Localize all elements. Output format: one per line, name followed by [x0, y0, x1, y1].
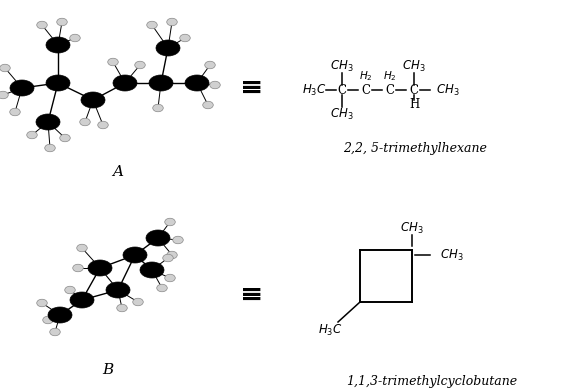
- Ellipse shape: [167, 18, 177, 26]
- Ellipse shape: [98, 121, 108, 129]
- Ellipse shape: [45, 144, 55, 152]
- Ellipse shape: [147, 21, 157, 29]
- Ellipse shape: [185, 75, 209, 91]
- Ellipse shape: [133, 298, 143, 306]
- Ellipse shape: [36, 114, 60, 130]
- Ellipse shape: [167, 251, 177, 259]
- Ellipse shape: [65, 286, 75, 294]
- Ellipse shape: [70, 34, 81, 42]
- Text: $CH_3$: $CH_3$: [402, 58, 426, 74]
- Ellipse shape: [210, 81, 220, 89]
- Text: $H_3C$: $H_3C$: [302, 82, 327, 98]
- Ellipse shape: [88, 260, 112, 276]
- Text: 1,1,3-trimethylcyclobutane: 1,1,3-trimethylcyclobutane: [346, 376, 518, 388]
- Ellipse shape: [172, 236, 183, 244]
- Ellipse shape: [76, 244, 87, 252]
- Ellipse shape: [108, 58, 118, 66]
- Ellipse shape: [37, 21, 47, 29]
- Ellipse shape: [81, 92, 105, 108]
- Text: ≡: ≡: [240, 281, 263, 309]
- Ellipse shape: [113, 75, 137, 91]
- Text: ≡: ≡: [240, 74, 263, 102]
- Text: C: C: [409, 83, 419, 96]
- Ellipse shape: [10, 108, 20, 116]
- Ellipse shape: [50, 328, 60, 336]
- Ellipse shape: [73, 264, 83, 272]
- Text: $CH_3$: $CH_3$: [436, 82, 459, 98]
- Text: C: C: [338, 83, 347, 96]
- Text: 2,2, 5-trimethylhexane: 2,2, 5-trimethylhexane: [343, 142, 487, 154]
- Ellipse shape: [0, 64, 10, 72]
- Ellipse shape: [146, 230, 170, 246]
- Ellipse shape: [10, 80, 34, 96]
- Ellipse shape: [153, 104, 163, 112]
- Ellipse shape: [57, 18, 67, 26]
- Ellipse shape: [163, 254, 173, 262]
- Ellipse shape: [0, 91, 8, 99]
- Ellipse shape: [140, 262, 164, 278]
- Ellipse shape: [165, 218, 175, 226]
- Ellipse shape: [106, 282, 130, 298]
- Ellipse shape: [205, 61, 215, 69]
- Text: $H_3C$: $H_3C$: [318, 323, 343, 338]
- Ellipse shape: [37, 299, 47, 307]
- Ellipse shape: [60, 134, 70, 142]
- Text: $CH_3$: $CH_3$: [330, 58, 354, 74]
- Text: $CH_3$: $CH_3$: [330, 107, 354, 122]
- Ellipse shape: [70, 292, 94, 308]
- Text: B: B: [102, 363, 114, 377]
- Ellipse shape: [123, 247, 147, 263]
- Ellipse shape: [203, 101, 213, 109]
- Ellipse shape: [149, 75, 173, 91]
- Ellipse shape: [117, 304, 127, 312]
- Ellipse shape: [157, 284, 167, 292]
- Text: H: H: [409, 98, 419, 111]
- Ellipse shape: [156, 40, 180, 56]
- Text: $CH_3$: $CH_3$: [400, 220, 424, 236]
- Text: $H_2$: $H_2$: [359, 69, 373, 83]
- Text: C: C: [362, 83, 370, 96]
- Text: $CH_3$: $CH_3$: [440, 247, 463, 263]
- Ellipse shape: [46, 37, 70, 53]
- Ellipse shape: [48, 307, 72, 323]
- Ellipse shape: [180, 34, 190, 42]
- Text: A: A: [113, 165, 124, 179]
- Ellipse shape: [27, 131, 37, 139]
- Ellipse shape: [80, 118, 90, 126]
- Ellipse shape: [46, 75, 70, 91]
- Ellipse shape: [43, 316, 53, 324]
- Text: C: C: [385, 83, 394, 96]
- Text: $H_2$: $H_2$: [383, 69, 397, 83]
- Ellipse shape: [135, 61, 145, 69]
- Ellipse shape: [165, 274, 175, 282]
